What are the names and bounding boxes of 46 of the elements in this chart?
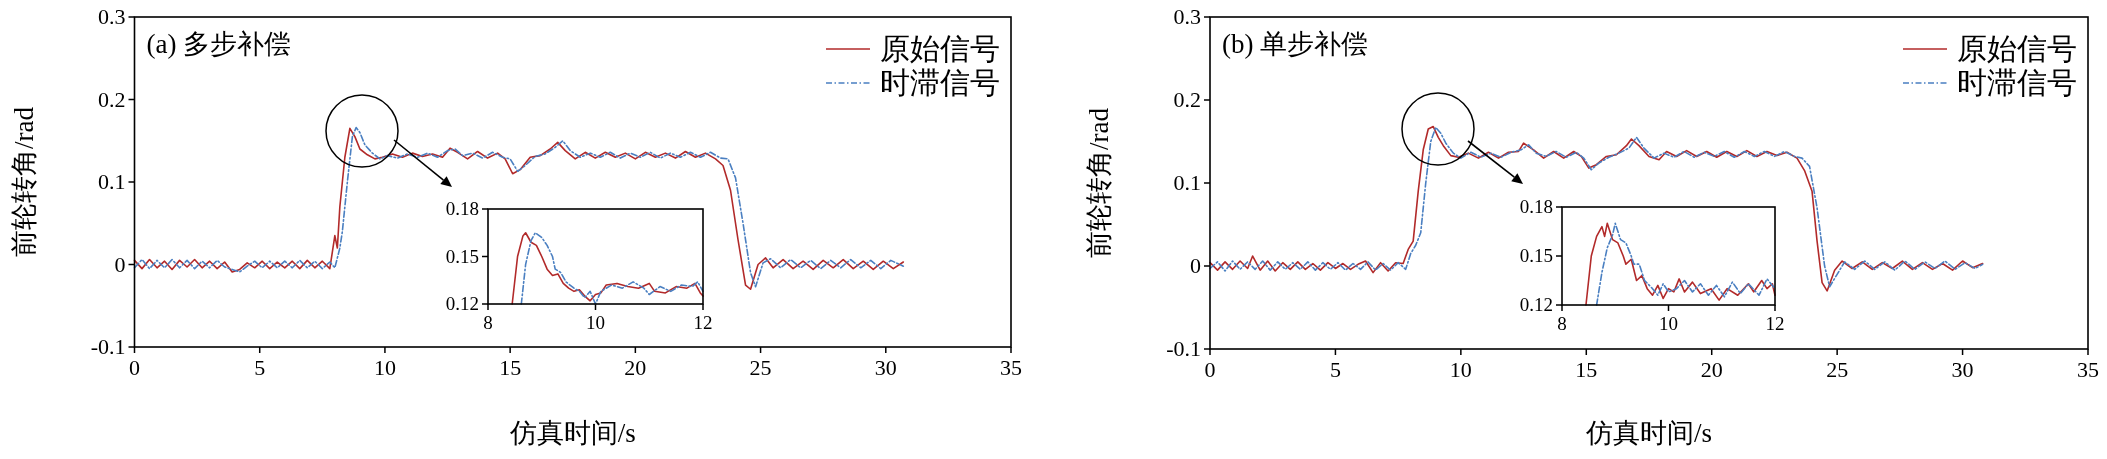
x-tick-label: 25 (749, 354, 772, 380)
x-tick-label: 20 (1700, 356, 1723, 382)
x-tick-label: 15 (499, 354, 522, 380)
x-tick-label: 30 (1951, 356, 1974, 382)
x-tick-label: 12 (1765, 313, 1785, 335)
legend-label: 时滞信号 (880, 66, 1000, 99)
y-tick-label: 0.2 (1173, 87, 1201, 113)
chart-title: (b) 单步补偿 (1222, 29, 1369, 59)
x-tick-label: 10 (1659, 313, 1678, 335)
x-axis-title: 仿真时间/s (1584, 418, 1713, 448)
y-tick-label: 0 (114, 251, 126, 277)
y-tick-label: 0.12 (445, 293, 479, 315)
x-tick-label: 15 (1575, 356, 1598, 382)
x-tick-label: 25 (1826, 356, 1849, 382)
y-tick-label: 0.3 (1173, 4, 1201, 30)
y-tick-label: 0.15 (445, 245, 479, 267)
y-tick-label: 0.15 (1519, 245, 1553, 267)
x-tick-label: 30 (874, 354, 897, 380)
y-axis-title: 前轮转角/rad (8, 106, 39, 257)
y-tick-label: 0 (1190, 253, 1201, 279)
y-tick-label: -0.1 (1166, 336, 1201, 362)
x-tick-label: 12 (693, 312, 713, 334)
y-tick-label: -0.1 (90, 334, 126, 360)
x-tick-label: 8 (483, 312, 493, 334)
legend-label: 原始信号 (1957, 32, 2077, 65)
legend-label: 时滞信号 (1957, 66, 2077, 99)
x-tick-label: 10 (586, 312, 605, 334)
y-tick-label: 0.18 (1519, 196, 1553, 218)
y-tick-label: 0.1 (1173, 170, 1201, 196)
x-axis-title: 仿真时间/s (508, 418, 636, 448)
legend-label: 原始信号 (880, 32, 1000, 65)
chart-title: (a) 多步补偿 (146, 29, 292, 59)
x-tick-label: 8 (1557, 313, 1567, 335)
x-tick-label: 20 (624, 354, 647, 380)
y-tick-label: 0.18 (445, 198, 479, 220)
y-tick-label: 0.3 (98, 4, 126, 30)
y-tick-label: 0.2 (98, 86, 126, 112)
y-tick-label: 0.12 (1519, 294, 1553, 316)
x-tick-label: 5 (1329, 356, 1341, 382)
y-tick-label: 0.1 (98, 169, 126, 195)
x-tick-label: 5 (254, 354, 266, 380)
x-tick-label: 35 (1000, 354, 1022, 380)
x-tick-label: 35 (2077, 356, 2099, 382)
y-axis-title: 前轮转角/rad (1084, 107, 1114, 258)
x-tick-label: 10 (1449, 356, 1472, 382)
x-tick-label: 10 (373, 354, 396, 380)
